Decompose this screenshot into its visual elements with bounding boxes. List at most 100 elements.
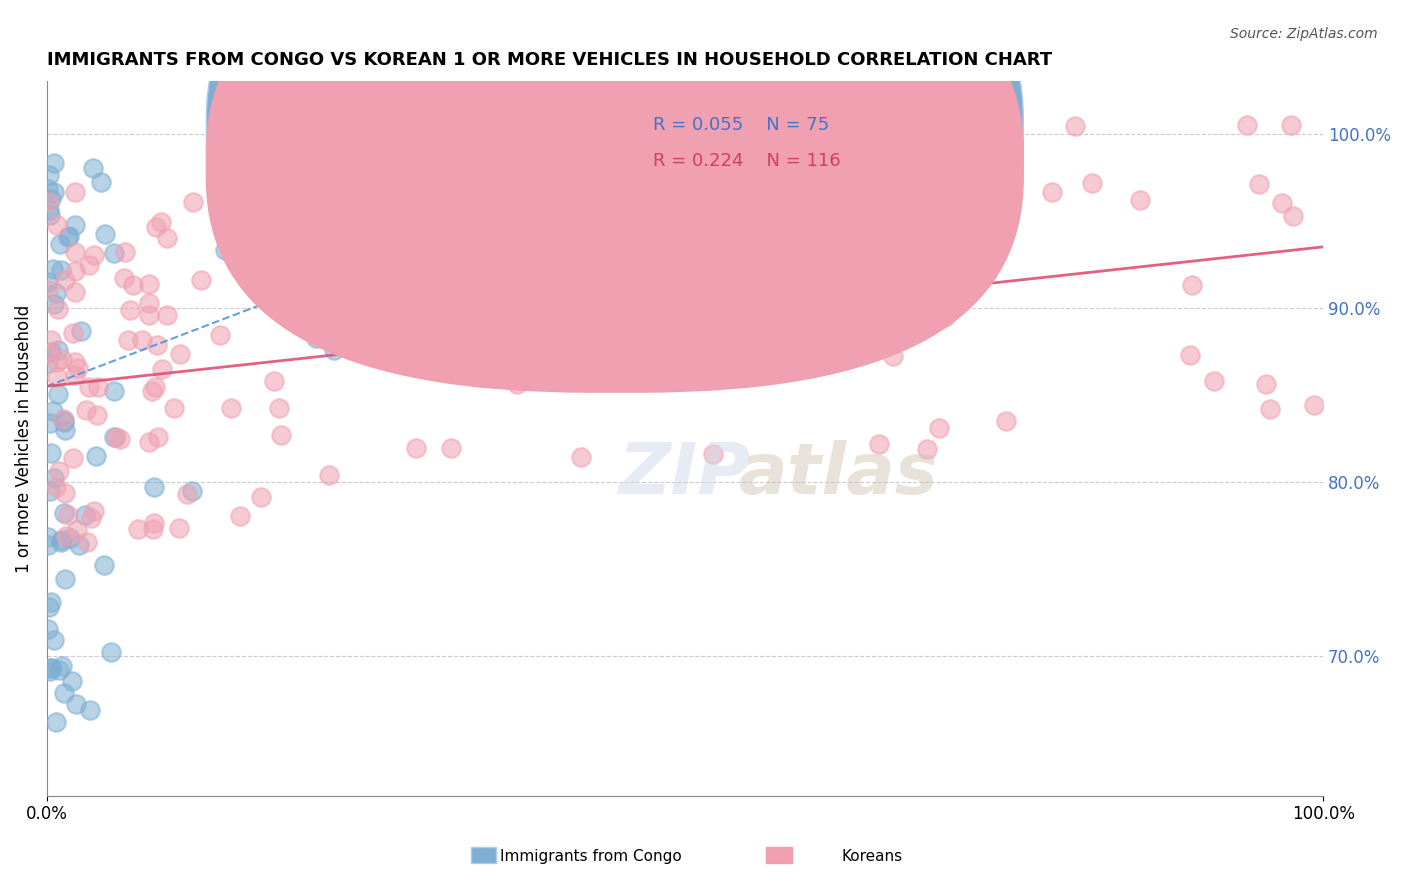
Koreans (152, 361, 174, 376)
Immigrants from Congo (180, 484, 202, 499)
Koreans (138, 277, 160, 291)
Immigrants from Congo (38, 416, 60, 430)
Immigrants from Congo (41, 403, 63, 417)
Immigrants from Congo (37, 622, 59, 636)
Koreans (75, 403, 97, 417)
Koreans (118, 302, 141, 317)
Koreans (934, 310, 956, 324)
Koreans (138, 295, 160, 310)
Koreans (219, 401, 242, 415)
Koreans (576, 251, 599, 265)
Koreans (229, 508, 252, 523)
Koreans (51, 352, 73, 367)
Immigrants from Congo (53, 423, 76, 437)
Immigrants from Congo (41, 192, 63, 206)
Koreans (52, 411, 75, 425)
Immigrants from Congo (103, 245, 125, 260)
Immigrants from Congo (39, 345, 62, 359)
Immigrants from Congo (59, 531, 82, 545)
Text: atlas: atlas (738, 440, 938, 508)
Koreans (83, 247, 105, 261)
Immigrants from Congo (65, 697, 87, 711)
FancyBboxPatch shape (207, 0, 1024, 392)
Koreans (1279, 118, 1302, 132)
Koreans (801, 293, 824, 308)
Koreans (104, 430, 127, 444)
Koreans (121, 277, 143, 292)
Koreans (280, 263, 302, 277)
Immigrants from Congo (304, 331, 326, 345)
Koreans (593, 300, 616, 314)
Koreans (63, 354, 86, 368)
Immigrants from Congo (322, 343, 344, 358)
Immigrants from Congo (49, 533, 72, 547)
Koreans (995, 414, 1018, 428)
Koreans (67, 361, 90, 376)
Immigrants from Congo (39, 208, 62, 222)
Koreans (55, 529, 77, 543)
Immigrants from Congo (103, 384, 125, 399)
Koreans (1254, 377, 1277, 392)
Immigrants from Congo (56, 230, 79, 244)
Bar (766, 847, 792, 863)
Immigrants from Congo (39, 483, 62, 498)
Koreans (1040, 185, 1063, 199)
Immigrants from Congo (67, 538, 90, 552)
Koreans (1282, 209, 1305, 223)
Koreans (45, 355, 67, 369)
Y-axis label: 1 or more Vehicles in Household: 1 or more Vehicles in Household (15, 304, 32, 573)
Immigrants from Congo (42, 471, 65, 485)
Koreans (432, 359, 454, 374)
Koreans (1236, 118, 1258, 132)
Koreans (190, 273, 212, 287)
Koreans (131, 334, 153, 348)
Koreans (1249, 177, 1271, 191)
Koreans (114, 245, 136, 260)
Koreans (112, 270, 135, 285)
Koreans (569, 450, 592, 464)
Koreans (76, 535, 98, 549)
Immigrants from Congo (65, 218, 87, 232)
Immigrants from Congo (37, 530, 59, 544)
Koreans (470, 202, 492, 216)
Koreans (46, 301, 69, 316)
Koreans (505, 376, 527, 391)
Koreans (141, 384, 163, 398)
Koreans (38, 346, 60, 360)
Immigrants from Congo (93, 558, 115, 573)
Immigrants from Congo (256, 270, 278, 285)
Koreans (37, 283, 59, 297)
Koreans (83, 504, 105, 518)
Koreans (967, 134, 990, 148)
Koreans (48, 465, 70, 479)
Koreans (149, 215, 172, 229)
Immigrants from Congo (39, 660, 62, 674)
Immigrants from Congo (37, 538, 59, 552)
Koreans (1303, 398, 1326, 412)
Koreans (181, 194, 204, 209)
Immigrants from Congo (568, 342, 591, 356)
Immigrants from Congo (44, 156, 66, 170)
Koreans (167, 521, 190, 535)
Koreans (1129, 193, 1152, 207)
Immigrants from Congo (49, 237, 72, 252)
Koreans (53, 485, 76, 500)
Text: R = 0.224    N = 116: R = 0.224 N = 116 (654, 152, 841, 169)
Koreans (66, 523, 89, 537)
Koreans (53, 273, 76, 287)
Koreans (176, 487, 198, 501)
Koreans (156, 308, 179, 322)
Koreans (127, 522, 149, 536)
Immigrants from Congo (39, 446, 62, 460)
Koreans (146, 338, 169, 352)
Koreans (39, 333, 62, 347)
Koreans (749, 256, 772, 270)
Koreans (62, 451, 84, 466)
Koreans (702, 447, 724, 461)
Koreans (209, 328, 232, 343)
Koreans (259, 214, 281, 228)
Koreans (762, 134, 785, 148)
Koreans (63, 185, 86, 199)
Immigrants from Congo (58, 228, 80, 243)
Immigrants from Congo (49, 535, 72, 549)
